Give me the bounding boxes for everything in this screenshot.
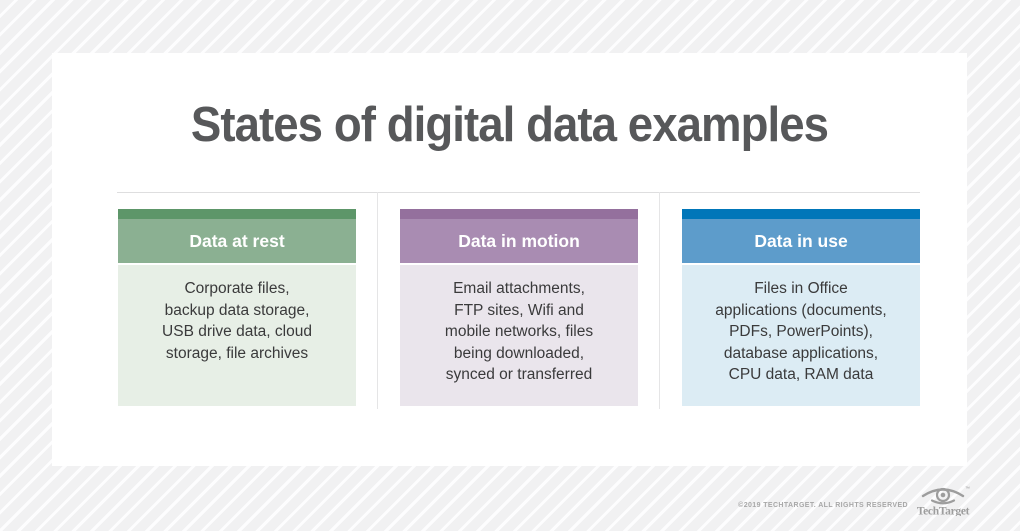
column-body-text: Corporate files, backup data storage, US… (118, 265, 356, 406)
title-divider (117, 192, 920, 193)
logo-trademark: ™ (965, 486, 970, 492)
page-title: States of digital data examples (190, 98, 829, 152)
column-header: Data in use (682, 219, 920, 263)
column-accent-bar (118, 209, 356, 219)
techtarget-logo: ™ TechTarget (917, 486, 970, 517)
column-accent-bar (400, 209, 638, 219)
infographic-card: States of digital data examples Data at … (52, 53, 967, 466)
column-header-label: Data in motion (458, 230, 580, 251)
eye-icon (921, 487, 965, 505)
column-header: Data at rest (118, 219, 356, 263)
copyright-text: ©2019 TECHTARGET. ALL RIGHTS RESERVED (738, 502, 908, 509)
column-header: Data in motion (400, 219, 638, 263)
eye-pupil-dot (940, 492, 946, 498)
footer: ©2019 TECHTARGET. ALL RIGHTS RESERVED ™ … (738, 483, 970, 516)
column-data-in-use: Data in use Files in Office applications… (682, 209, 920, 406)
column-accent-bar (682, 209, 920, 219)
column-header-label: Data at rest (189, 230, 285, 251)
column-body-text: Email attachments, FTP sites, Wifi and m… (400, 265, 638, 406)
column-separator (659, 192, 660, 409)
column-separator (377, 192, 378, 409)
column-body-text: Files in Office applications (documents,… (682, 265, 920, 406)
column-data-at-rest: Data at rest Corporate files, backup dat… (118, 209, 356, 406)
column-header-label: Data in use (754, 230, 848, 251)
logo-wordmark: TechTarget (917, 506, 970, 517)
column-data-in-motion: Data in motion Email attachments, FTP si… (400, 209, 638, 406)
